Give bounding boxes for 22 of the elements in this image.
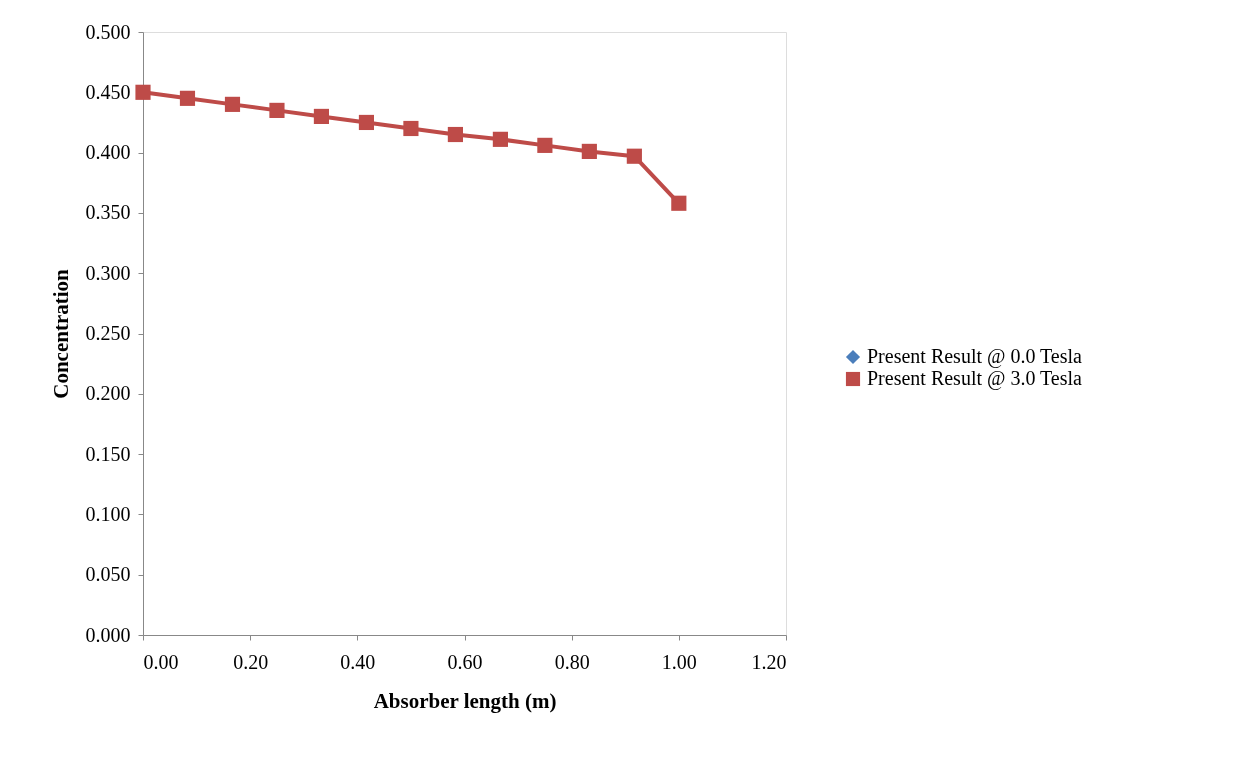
y-tick-label: 0.200 xyxy=(85,382,131,405)
x-tick-label: 1.20 xyxy=(751,650,787,673)
y-tick-label: 0.050 xyxy=(85,563,131,586)
x-tick-label: 1.00 xyxy=(661,650,697,673)
x-tick-label: 0.40 xyxy=(340,650,376,673)
y-tick-label: 0.500 xyxy=(85,20,131,43)
x-tick-label: 0.20 xyxy=(233,650,269,673)
legend-label: Present Result @ 0.0 Tesla xyxy=(867,345,1083,368)
y-tick-label: 0.150 xyxy=(85,442,131,465)
x-tick-label: 0.80 xyxy=(554,650,590,673)
y-tick-label: 0.350 xyxy=(85,201,131,224)
y-tick-label: 0.450 xyxy=(85,80,131,103)
x-axis-title: Absorber length (m) xyxy=(373,688,557,713)
y-tick-label: 0.250 xyxy=(85,322,131,344)
legend-label: Present Result @ 3.0 Tesla xyxy=(867,367,1083,390)
y-tick-label: 0.000 xyxy=(85,623,131,646)
x-tick-label: 0.00 xyxy=(143,650,179,673)
y-axis-title: Concentration xyxy=(48,268,73,399)
y-tick-label: 0.300 xyxy=(85,261,131,284)
x-tick-label: 0.60 xyxy=(447,650,483,673)
y-tick-label: 0.400 xyxy=(85,141,131,164)
y-tick-label: 0.100 xyxy=(85,502,131,525)
